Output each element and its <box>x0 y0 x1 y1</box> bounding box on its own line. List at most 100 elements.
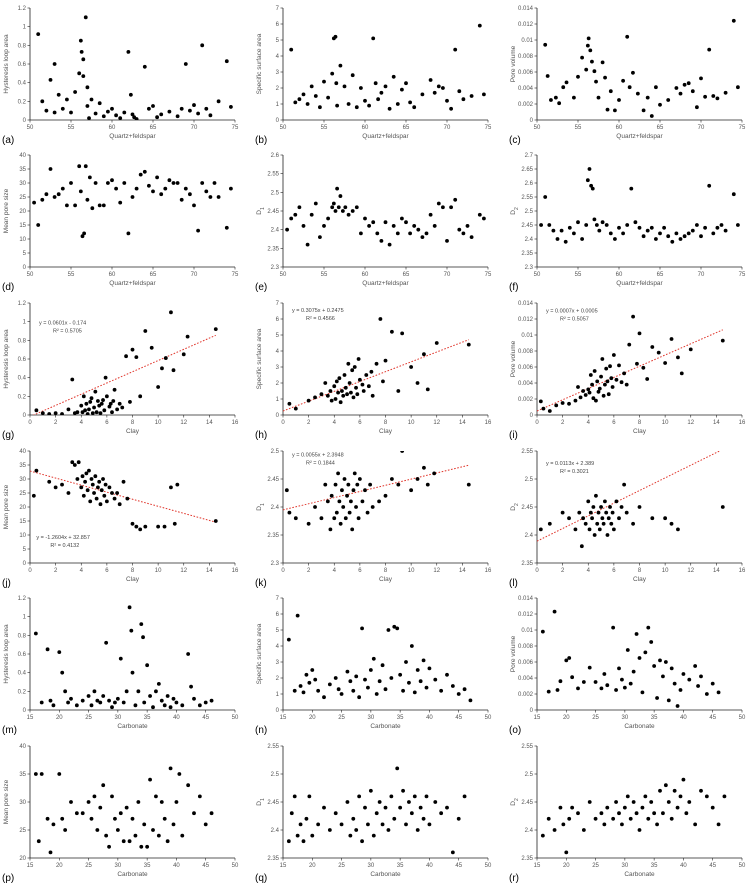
plot-area <box>33 766 214 855</box>
data-point <box>95 698 100 703</box>
data-point <box>395 231 400 236</box>
data-point <box>133 703 138 708</box>
data-point <box>301 839 306 844</box>
data-point <box>434 341 439 345</box>
data-point <box>401 688 405 693</box>
x-tick-label: 65 <box>657 125 664 131</box>
data-point <box>208 113 213 118</box>
data-point <box>696 684 700 688</box>
data-point <box>90 206 95 211</box>
y-axis-label: Mean pore size <box>3 188 10 233</box>
y-axis-label: Specific surface area <box>256 623 263 684</box>
data-point <box>331 201 336 206</box>
data-point <box>47 412 52 415</box>
x-tick-label: 4 <box>333 568 337 574</box>
x-tick-label: 50 <box>27 125 34 131</box>
y-tick-label: 2.5 <box>525 477 534 483</box>
data-point <box>669 666 674 671</box>
data-point <box>637 505 642 509</box>
panel-c: 50 55 60 65 70 75 0 0.002 0.004 0.006 0.008 0.01 0.0… <box>509 6 746 146</box>
data-point <box>73 203 77 208</box>
data-point <box>345 669 350 674</box>
y-tick-label: 40 <box>19 449 26 455</box>
y-tick-label: 35 <box>19 167 26 173</box>
data-point <box>83 164 88 169</box>
data-point <box>322 224 326 228</box>
data-point <box>110 491 114 495</box>
x-tick-label: 16 <box>485 568 492 574</box>
data-point <box>395 102 400 106</box>
data-point <box>610 385 615 389</box>
data-point <box>552 828 557 832</box>
data-point <box>400 451 405 453</box>
data-point <box>371 36 376 41</box>
panel-label: (e) <box>255 282 267 293</box>
data-point <box>541 406 546 411</box>
data-point <box>81 493 86 498</box>
y-tick-label: 0.002 <box>518 397 534 403</box>
data-point <box>590 186 595 191</box>
data-point <box>597 527 602 532</box>
panel-m: 15 20 25 30 35 40 45 50 0 0.2 0.4 0.6 0.8 1 1.2 Carbona… <box>2 596 239 736</box>
data-point <box>594 223 599 227</box>
data-point <box>65 203 69 208</box>
data-point <box>558 679 563 684</box>
y-tick-label: 2 <box>276 381 280 387</box>
data-point <box>40 99 45 104</box>
data-point <box>703 225 707 230</box>
data-point <box>84 401 89 406</box>
x-axis-label: Carbonate <box>370 723 401 730</box>
data-point <box>110 106 114 111</box>
data-point <box>151 104 155 108</box>
x-axis-label: Quartz+feldspar <box>616 133 663 140</box>
plot-area <box>283 451 471 532</box>
data-point <box>457 227 462 232</box>
data-point <box>645 228 650 233</box>
data-point <box>605 533 610 537</box>
data-point <box>572 231 576 236</box>
data-point <box>608 364 612 369</box>
plot-area <box>539 167 740 244</box>
x-tick-label: 8 <box>131 420 135 426</box>
data-point <box>165 839 170 844</box>
data-point <box>339 692 344 696</box>
data-point <box>325 393 330 398</box>
data-point <box>436 201 441 206</box>
data-point <box>604 223 609 227</box>
data-point <box>57 650 62 655</box>
data-point <box>124 805 129 810</box>
data-point <box>101 114 106 119</box>
data-point <box>209 698 214 703</box>
data-point <box>87 468 91 473</box>
data-point <box>379 238 384 243</box>
data-point <box>313 201 318 206</box>
data-point <box>74 703 79 708</box>
data-point <box>363 677 367 682</box>
data-point <box>104 394 109 399</box>
data-point <box>649 114 654 118</box>
data-point <box>367 224 371 228</box>
data-point <box>115 491 120 495</box>
data-point <box>76 460 81 465</box>
data-point <box>624 510 629 515</box>
data-point <box>594 79 598 84</box>
data-point <box>363 805 367 810</box>
data-point <box>122 181 127 185</box>
y-tick-label: 0.004 <box>518 86 534 92</box>
data-point <box>601 521 606 526</box>
data-point <box>101 783 106 788</box>
x-tick-label: 60 <box>109 272 116 278</box>
data-point <box>731 192 736 197</box>
data-point <box>359 231 363 236</box>
data-point <box>351 688 356 693</box>
data-point <box>658 658 662 663</box>
y-tick-label: 2.55 <box>267 172 279 178</box>
data-point <box>295 613 300 618</box>
data-point <box>695 105 699 110</box>
data-point <box>561 85 566 90</box>
data-point <box>409 644 414 648</box>
panel-j: 0 2 4 6 8 10 12 14 16 0 5 10 15 20 25 30 35 40 Clay Mean po… <box>2 449 239 589</box>
x-tick-label: 4 <box>80 568 84 574</box>
x-tick-label: 10 <box>408 420 415 426</box>
data-point <box>338 521 343 526</box>
